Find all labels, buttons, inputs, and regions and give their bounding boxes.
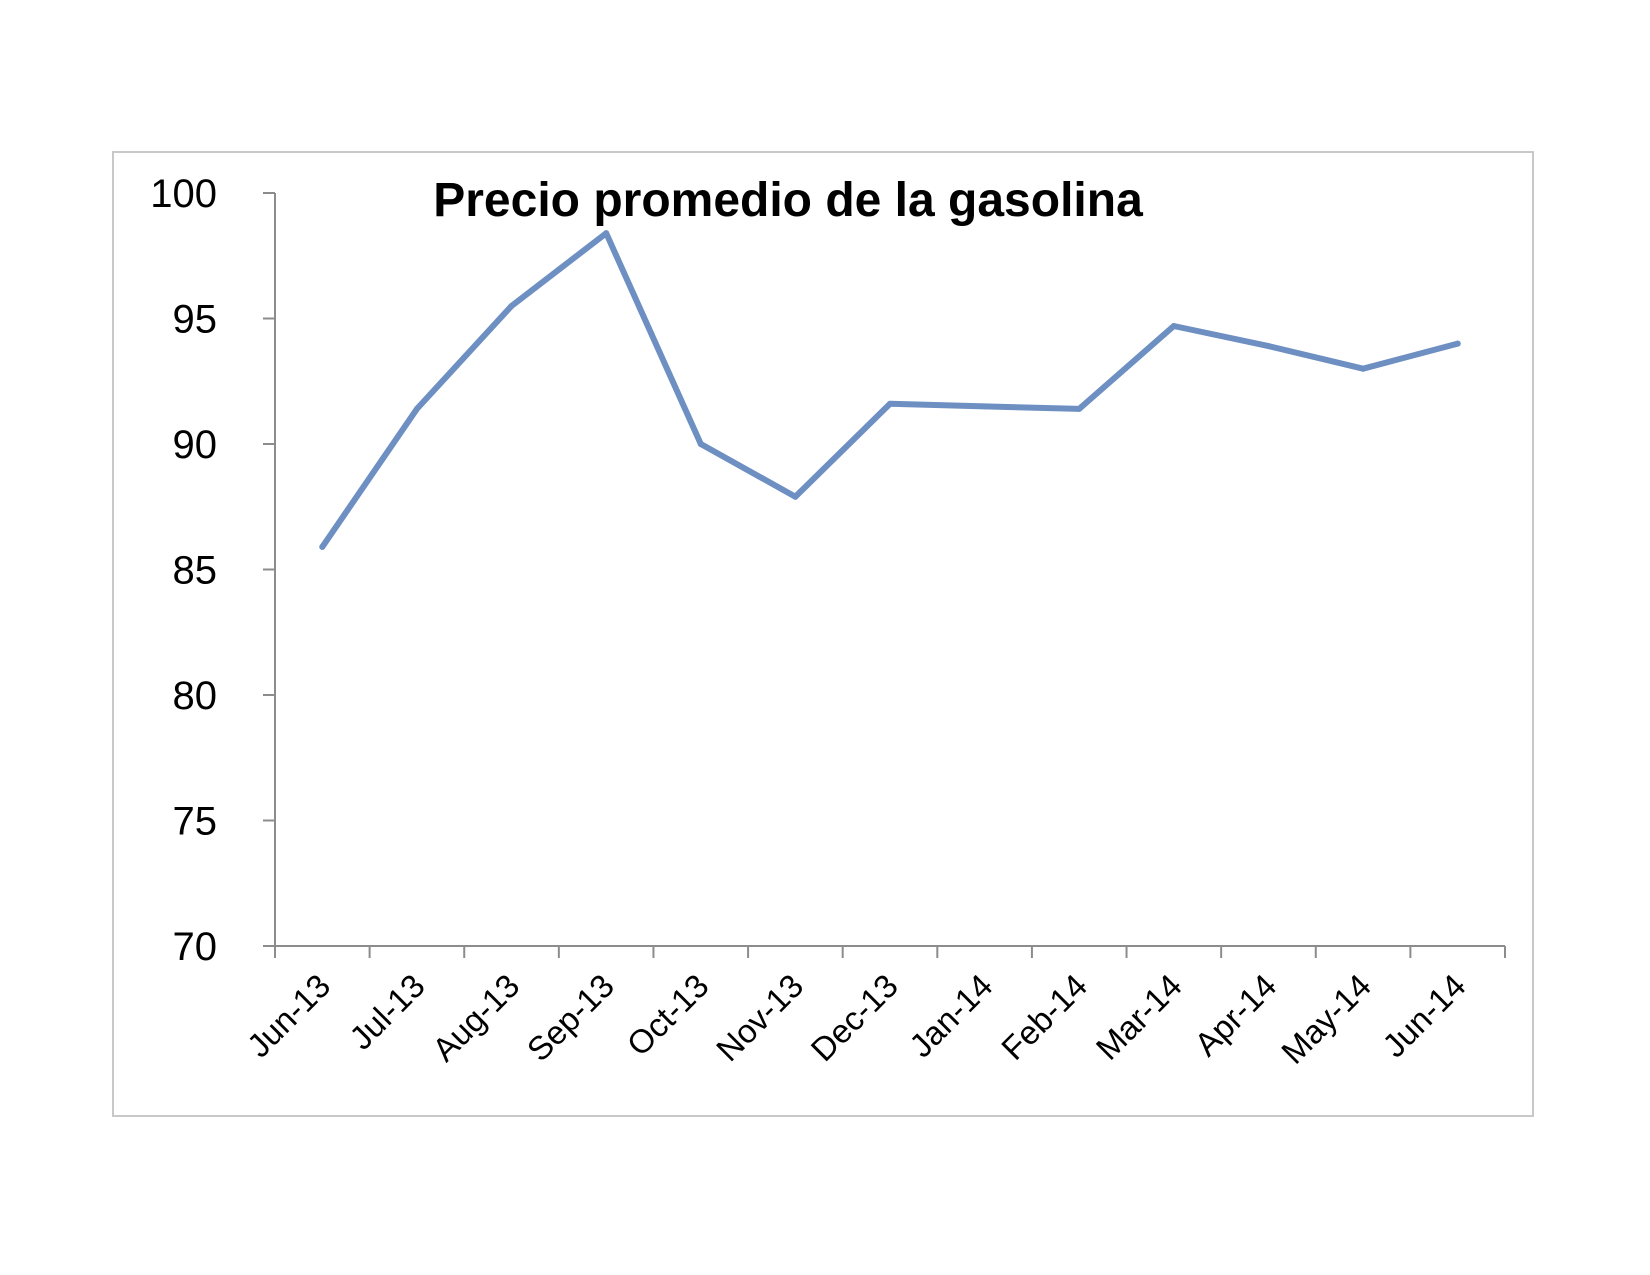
chart-title: Precio promedio de la gasolina [433,174,1143,227]
data-point [1454,340,1461,347]
data-point [697,441,704,447]
y-tick-label: 90 [173,423,218,467]
series-layer [319,230,1461,550]
data-point [508,302,515,309]
data-point [981,403,988,410]
chart-frame [112,151,1534,1117]
y-tick-label: 85 [173,549,218,593]
data-point [319,543,326,550]
data-point [603,230,610,237]
data-point [1170,323,1177,330]
y-axis: 70 75 80 85 90 95 100 [150,172,276,969]
y-tick-label: 80 [173,674,218,718]
y-tick-label: 75 [173,800,218,844]
data-point [792,493,799,500]
y-tick-label: 95 [173,298,218,342]
y-tick-label: 100 [150,172,217,216]
data-point [413,405,420,412]
y-tick-label: 70 [173,925,218,969]
data-point [1360,365,1367,372]
data-point [1076,405,1083,412]
data-point [1265,343,1272,350]
data-point [887,400,893,407]
